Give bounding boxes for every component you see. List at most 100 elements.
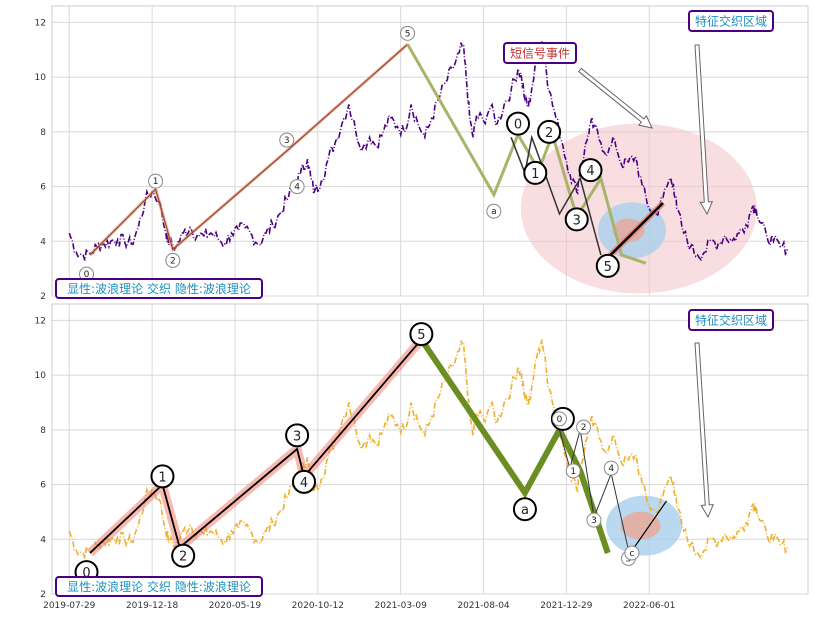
top-caption: 显性:波浪理论 交织 隐性:波浪理论	[55, 278, 263, 299]
impulse-wave-line	[89, 339, 423, 554]
wave-point-label: 1	[570, 467, 576, 477]
bottom-feature-label-box	[688, 309, 774, 331]
wave-point-label: 4	[586, 164, 594, 179]
top-caption-box	[55, 278, 263, 299]
wave-point-marker	[564, 207, 589, 232]
wave-point-label: 2	[179, 550, 187, 565]
wave-point-marker	[285, 423, 310, 448]
wave-point-label: 1	[158, 470, 166, 485]
x-tick-label: 2021-12-29	[540, 601, 593, 611]
bottom-feature-arrow	[694, 342, 715, 519]
wave-point-label: 5	[417, 328, 425, 343]
y-tick-label: 10	[35, 371, 47, 381]
plot-panel-1: 24681012012345ab012345	[35, 5, 809, 302]
x-tick-label: 2020-10-12	[292, 601, 344, 611]
short-signal-label: 短信号事件	[503, 42, 577, 64]
bottom-feature-label: 特征交织区域	[688, 309, 774, 331]
wave-point-label: 3	[573, 213, 581, 228]
wave-point-label: c	[629, 549, 634, 559]
top-feature-label: 特征交织区域	[688, 10, 774, 32]
y-tick-label: 12	[35, 316, 46, 326]
wave-point-label: 3	[284, 136, 290, 146]
y-tick-label: 4	[40, 535, 46, 545]
wave-point-marker	[595, 253, 620, 278]
bottom-feature-label-text: 特征交织区域	[695, 313, 767, 328]
wave-point-marker	[624, 545, 640, 561]
impulse-wave-line	[89, 43, 408, 256]
feature-region-core	[620, 511, 661, 540]
wave-point-marker	[523, 160, 548, 185]
wave-point-marker	[289, 179, 305, 195]
wave-point-marker	[486, 203, 502, 219]
wave-point-marker	[506, 111, 531, 136]
y-tick-label: 2	[40, 590, 46, 600]
short-signal-arrow	[578, 67, 653, 129]
wave-point-marker	[148, 173, 164, 189]
top-feature-label-box	[688, 10, 774, 32]
x-tick-label: 2019-12-18	[126, 601, 179, 611]
top-feature-arrow	[694, 44, 714, 216]
y-tick-label: 2	[40, 292, 46, 302]
wave-point-marker	[292, 469, 316, 494]
short-signal-label-box	[503, 42, 577, 64]
wave-point-label: 2	[170, 256, 176, 266]
wave-point-marker	[512, 497, 537, 522]
wave-point-label: 3	[293, 429, 301, 444]
y-tick-label: 12	[35, 18, 46, 28]
wave-point-marker	[150, 464, 175, 489]
y-tick-label: 4	[40, 237, 46, 247]
wave-point-label: 0	[514, 118, 522, 133]
top-feature-label-text: 特征交织区域	[695, 14, 767, 29]
wave-point-label: 4	[294, 183, 300, 193]
wave-point-label: 0	[84, 270, 90, 280]
wave-point-marker	[603, 460, 619, 476]
wave-point-label: 5	[604, 260, 612, 275]
wave-point-label: 1	[153, 177, 159, 187]
price-series-line	[68, 41, 789, 262]
wave-point-label: 4	[300, 476, 308, 491]
wave-point-label: 1	[531, 167, 539, 182]
wave-point-marker	[578, 158, 603, 183]
wave-point-label: 0	[557, 415, 563, 425]
x-tick-label: 2021-08-04	[457, 601, 510, 611]
x-tick-label: 2019-07-29	[43, 601, 96, 611]
wave-point-marker	[171, 543, 196, 568]
plot-panel-2: 24681012012345ab012345c	[35, 303, 809, 600]
x-tick-label: 2020-05-19	[209, 601, 262, 611]
wave-point-label: 5	[405, 29, 411, 39]
bottom-feature-arrow-shape	[694, 342, 715, 519]
x-tick-label: 2021-03-09	[375, 601, 428, 611]
short-signal-label-text: 短信号事件	[510, 47, 570, 61]
wave-point-marker	[165, 252, 181, 268]
top-caption-text: 显性:波浪理论 交织 隐性:波浪理论	[67, 281, 251, 296]
wave-point-label: 3	[591, 516, 597, 526]
y-tick-label: 6	[40, 183, 46, 193]
wave-point-marker	[409, 322, 434, 347]
wave-point-label: 2	[581, 423, 587, 433]
x-tick-label: 2022-06-01	[623, 601, 675, 611]
y-tick-label: 8	[40, 128, 46, 138]
wave-point-label: a	[491, 207, 497, 217]
y-tick-label: 8	[40, 426, 46, 436]
wave-point-marker	[537, 119, 562, 144]
wave-point-label: a	[521, 503, 529, 518]
bottom-caption-text: 显性:波浪理论 交织 隐性:波浪理论	[67, 579, 251, 594]
short-wave-line	[559, 429, 629, 551]
wave-point-marker	[279, 132, 295, 148]
feature-segment-line	[606, 202, 664, 259]
wave-point-label: 4	[608, 464, 614, 474]
y-tick-label: 6	[40, 481, 46, 491]
wave-point-marker	[400, 25, 416, 41]
wave-point-label: 2	[545, 126, 553, 141]
bottom-caption-box	[55, 576, 263, 597]
short-signal-arrow-shape	[578, 67, 653, 129]
wave-point-marker	[586, 512, 602, 528]
top-feature-arrow-shape	[694, 44, 714, 216]
wave-point-marker	[576, 419, 592, 435]
y-tick-label: 10	[35, 73, 47, 83]
price-series-line	[68, 339, 789, 560]
wave-point-label: 0	[82, 566, 90, 581]
bottom-caption: 显性:波浪理论 交织 隐性:波浪理论	[55, 576, 263, 597]
